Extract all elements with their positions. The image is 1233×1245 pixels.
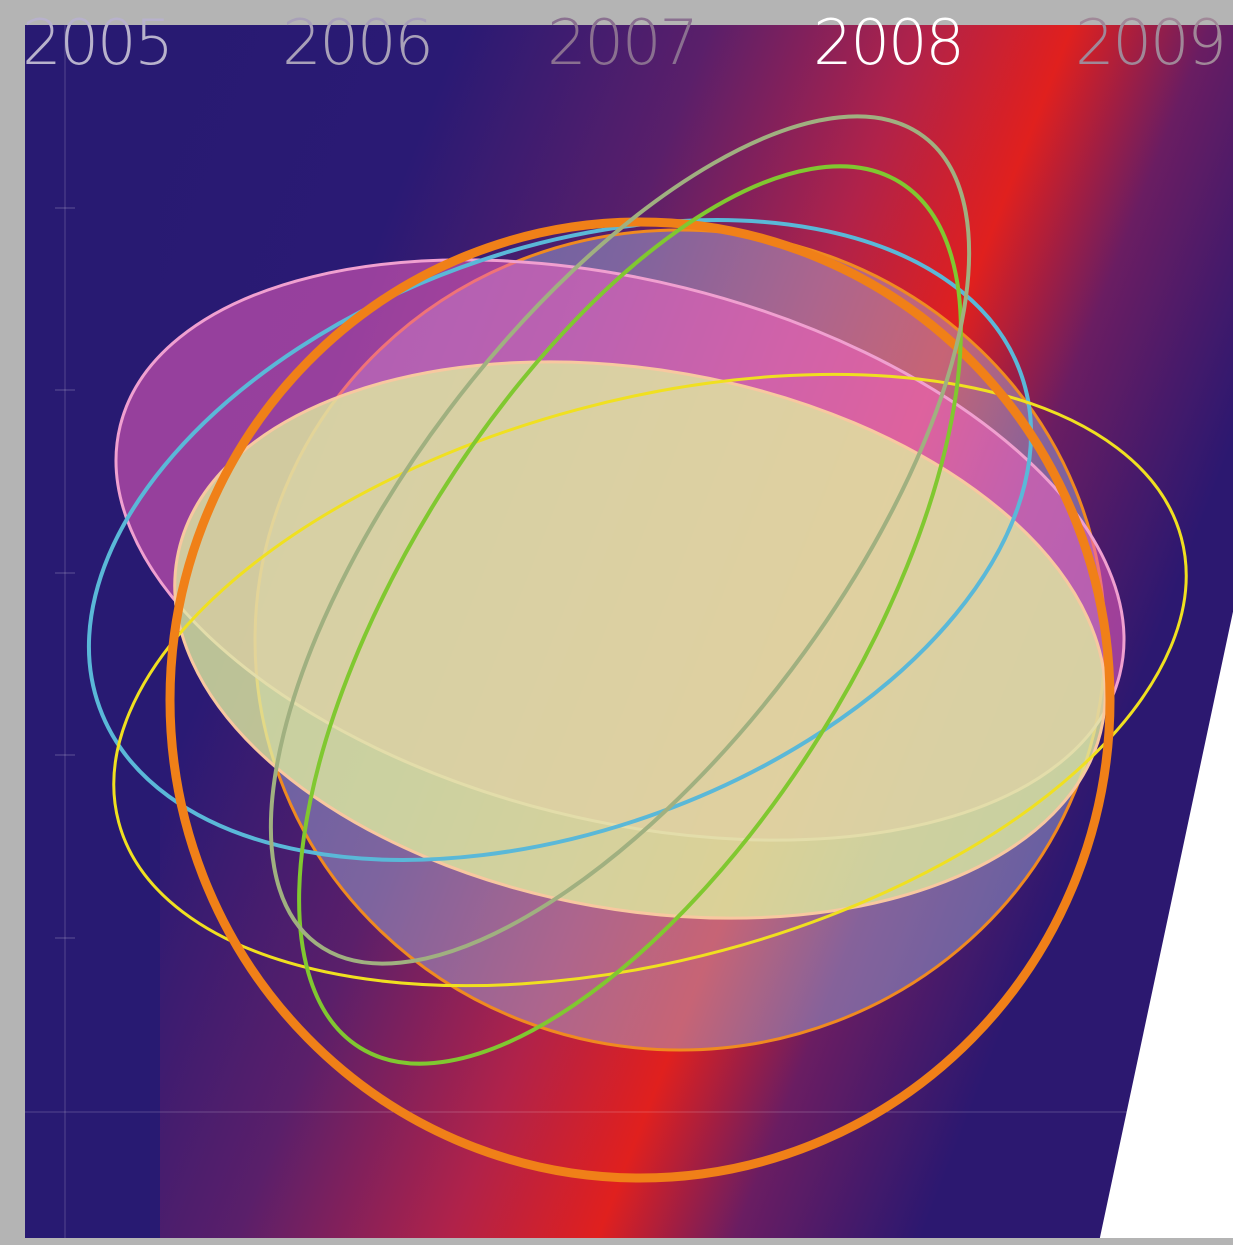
- year-label: 2008: [813, 6, 963, 79]
- graphic: [0, 7, 1233, 1238]
- year-label: 2006: [282, 6, 432, 79]
- year-label: 2009: [1075, 6, 1225, 79]
- year-label: 2007: [547, 6, 697, 79]
- year-label: 2005: [22, 6, 172, 79]
- artwork: 2005 2006 2007 2008 2009: [0, 0, 1233, 1245]
- page: 20052006200720082009 (() => { const data…: [0, 0, 1233, 1245]
